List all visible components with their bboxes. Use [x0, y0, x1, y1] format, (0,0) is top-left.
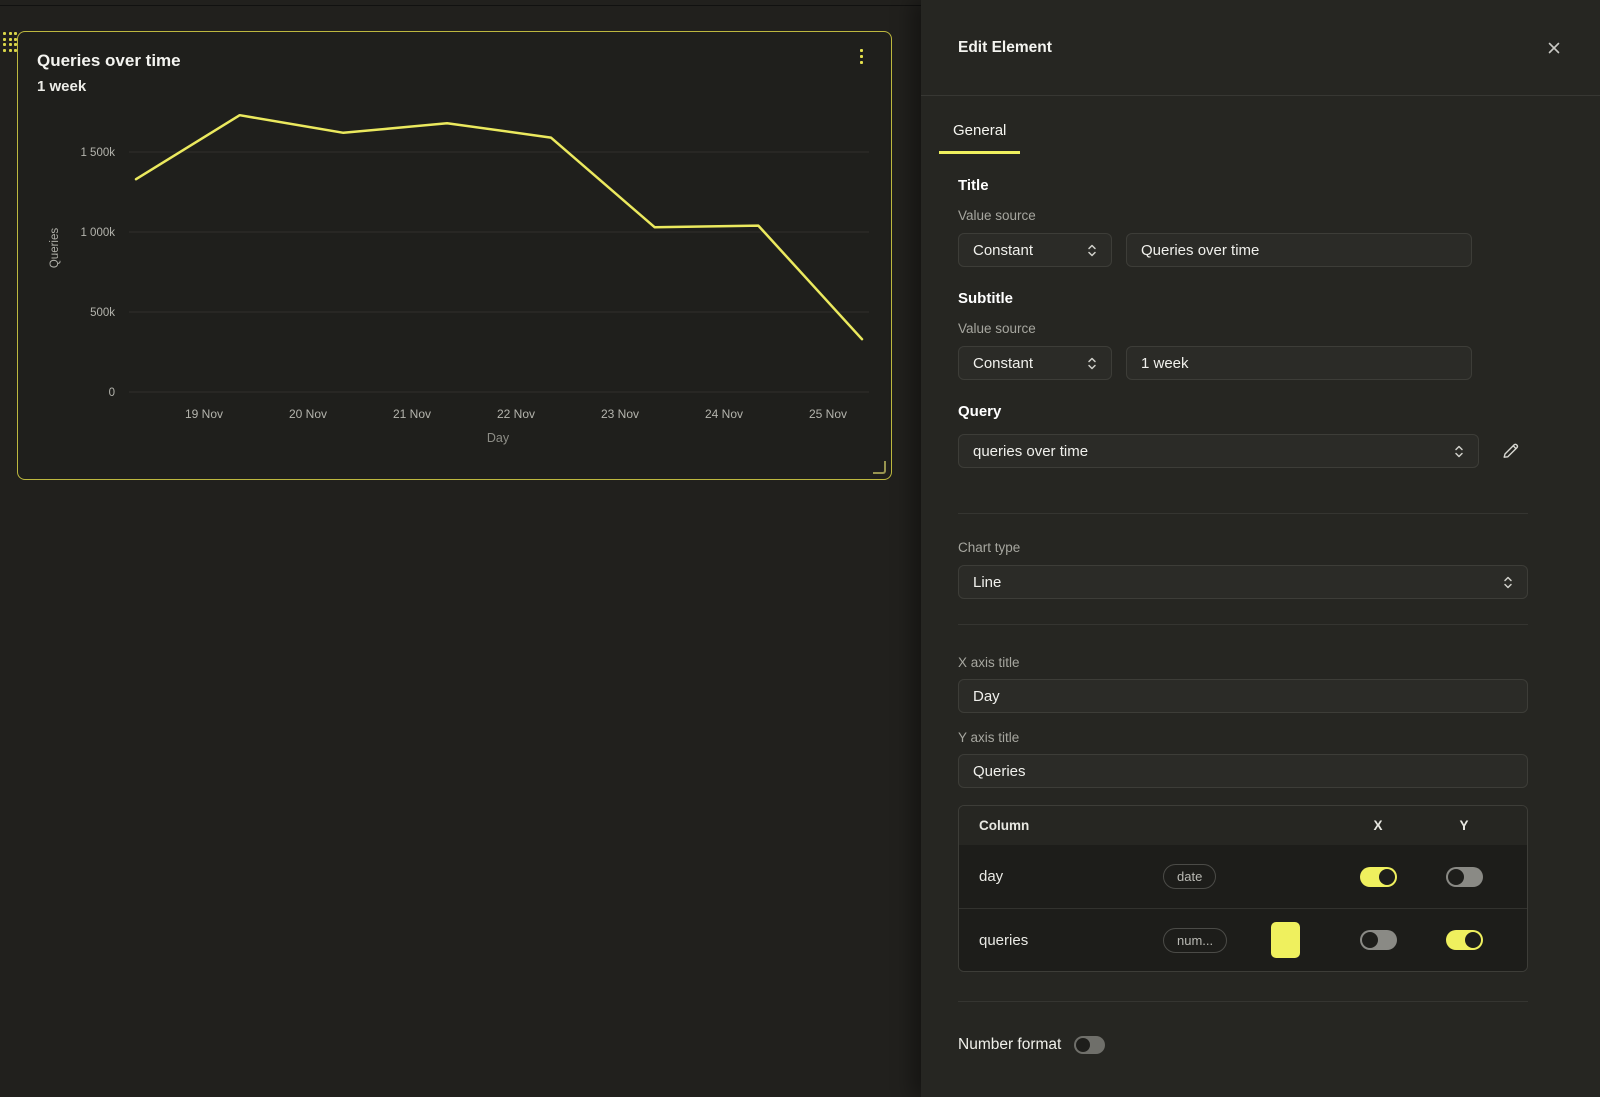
title-section-heading: Title [958, 177, 989, 194]
svg-text:20 Nov: 20 Nov [289, 407, 327, 421]
svg-text:1 000k: 1 000k [80, 227, 115, 239]
svg-text:500k: 500k [90, 307, 115, 319]
widget-menu-button[interactable] [853, 44, 869, 68]
title-value-input[interactable] [1126, 233, 1472, 267]
widget-resize-handle[interactable] [873, 461, 886, 474]
panel-tabs: General [921, 96, 1600, 154]
type-badge: date [1163, 864, 1217, 889]
close-button[interactable] [1540, 34, 1568, 62]
number-format-label: Number format [958, 1036, 1062, 1053]
chevron-updown-icon [1087, 244, 1097, 257]
subtitle-value-source-label: Value source [958, 321, 1036, 336]
edit-query-button[interactable] [1495, 436, 1525, 466]
y-axis-title-input[interactable] [958, 754, 1528, 788]
subtitle-value-input[interactable] [1126, 346, 1472, 380]
title-value-source-label: Value source [958, 208, 1036, 223]
day-x-toggle[interactable] [1359, 866, 1397, 887]
table-row-day: day date [959, 845, 1527, 908]
subtitle-section-heading: Subtitle [958, 290, 1013, 307]
series-color-swatch[interactable] [1271, 922, 1300, 958]
chevron-updown-icon [1503, 576, 1513, 589]
day-y-toggle[interactable] [1445, 866, 1483, 887]
edit-element-panel: Edit Element General Title Value source … [921, 0, 1600, 1097]
columns-table-header: Column X Y [959, 806, 1527, 845]
widget-title: Queries over time [37, 51, 181, 70]
columns-table: Column X Y day date [958, 805, 1528, 972]
svg-text:21 Nov: 21 Nov [393, 407, 431, 421]
svg-text:22 Nov: 22 Nov [497, 407, 535, 421]
line-chart: 0 500k 1 000k 1 500k 19 Nov 20 Nov 21 Nov 22 No… [49, 113, 869, 445]
table-row-queries: queries num... [959, 908, 1527, 971]
panel-title: Edit Element [958, 38, 1052, 56]
number-format-toggle[interactable] [1074, 1036, 1106, 1054]
x-axis-title-label: X axis title [958, 655, 1020, 670]
svg-text:25 Nov: 25 Nov [809, 407, 847, 421]
close-icon [1548, 42, 1560, 53]
y-axis-title-label: Y axis title [958, 730, 1020, 745]
svg-text:23 Nov: 23 Nov [601, 407, 639, 421]
type-badge: num... [1163, 927, 1228, 953]
pencil-icon [1503, 443, 1519, 458]
svg-text:Queries: Queries [49, 228, 61, 269]
dashboard-canvas: 0 500k 1 000k 1 500k 19 Nov 20 Nov 21 Nov 22 No… [3, 31, 892, 480]
query-select[interactable]: queries over time [958, 434, 1479, 468]
chart-widget[interactable]: 0 500k 1 000k 1 500k 19 Nov 20 Nov 21 Nov 22 No… [17, 31, 892, 480]
chevron-updown-icon [1454, 445, 1464, 458]
svg-text:19 Nov: 19 Nov [185, 407, 223, 421]
queries-x-toggle[interactable] [1359, 930, 1397, 950]
svg-text:Day: Day [487, 431, 510, 445]
svg-text:0: 0 [109, 387, 115, 399]
x-axis-title-input[interactable] [958, 679, 1528, 713]
svg-text:24 Nov: 24 Nov [705, 407, 743, 421]
subtitle-source-select[interactable]: Constant [958, 346, 1112, 380]
chevron-updown-icon [1087, 357, 1097, 370]
kebab-icon [859, 48, 863, 52]
query-section-heading: Query [958, 403, 1002, 420]
panel-header: Edit Element [921, 0, 1600, 96]
chart-type-label: Chart type [958, 540, 1021, 555]
queries-y-toggle[interactable] [1445, 930, 1483, 950]
widget-drag-handle-icon[interactable] [3, 32, 17, 52]
title-source-select[interactable]: Constant [958, 233, 1112, 267]
tab-general[interactable]: General [939, 112, 1021, 154]
svg-text:1 500k: 1 500k [80, 147, 115, 159]
chart-type-select[interactable]: Line [958, 565, 1528, 599]
widget-subtitle: 1 week [37, 78, 87, 95]
